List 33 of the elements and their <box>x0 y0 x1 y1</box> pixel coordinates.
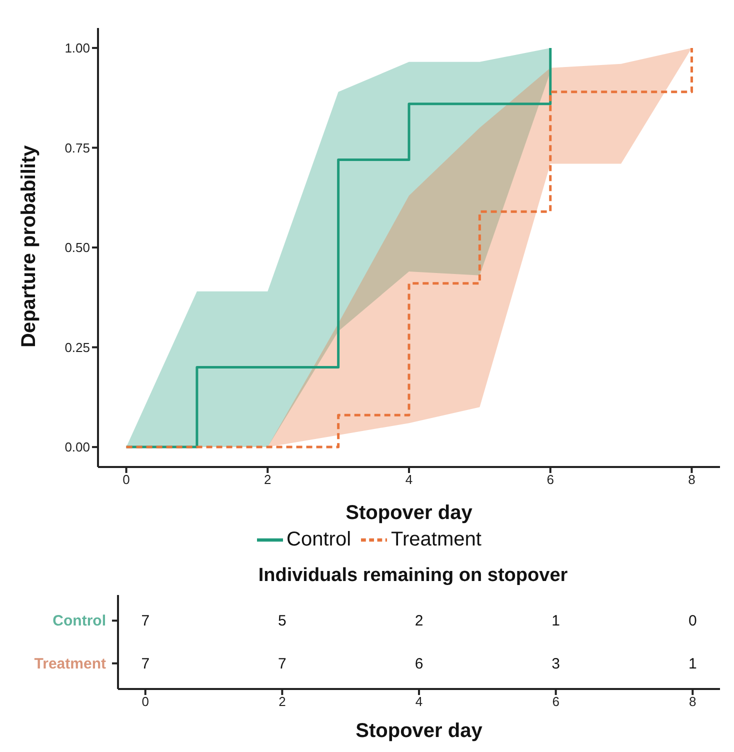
x-axis-title: Stopover day <box>356 720 484 742</box>
x-tick-label: 4 <box>405 472 413 488</box>
y-axis-title: Departure probability <box>18 144 40 348</box>
x-tick-label: 2 <box>264 472 272 488</box>
x-tick-label: 2 <box>278 694 286 710</box>
legend-label: Treatment <box>391 528 482 550</box>
data-label: 7 <box>278 655 286 672</box>
x-tick-label: 0 <box>142 694 149 710</box>
data-label: 3 <box>552 655 560 672</box>
x-tick-label: 6 <box>552 694 560 710</box>
data-label: 2 <box>414 612 424 630</box>
y-tick-label: 0.50 <box>64 240 90 256</box>
data-label: 7 <box>141 655 150 672</box>
y-tick-label: Control <box>52 612 106 630</box>
data-label: 1 <box>688 655 697 672</box>
y-tick-label: 0.00 <box>64 440 90 455</box>
x-axis-title: Stopover day <box>346 502 474 524</box>
x-tick-label: 4 <box>415 694 423 710</box>
x-tick-label: 6 <box>546 472 554 488</box>
data-label: 5 <box>278 612 286 630</box>
data-label: 7 <box>141 612 150 630</box>
y-tick-label: 0.75 <box>64 140 90 156</box>
x-tick-label: 8 <box>688 472 696 488</box>
y-tick-label: 1.00 <box>64 40 90 56</box>
data-label: 1 <box>552 612 560 630</box>
x-tick-label: 8 <box>689 694 696 710</box>
data-label: 6 <box>414 655 424 672</box>
y-tick-label: Treatment <box>34 655 106 672</box>
chart-title: Individuals remaining on stopover <box>257 565 569 587</box>
data-label: 0 <box>688 612 697 630</box>
x-tick-label: 0 <box>122 472 130 488</box>
y-tick-label: 0.25 <box>64 340 90 355</box>
legend-label: Control <box>286 528 352 550</box>
